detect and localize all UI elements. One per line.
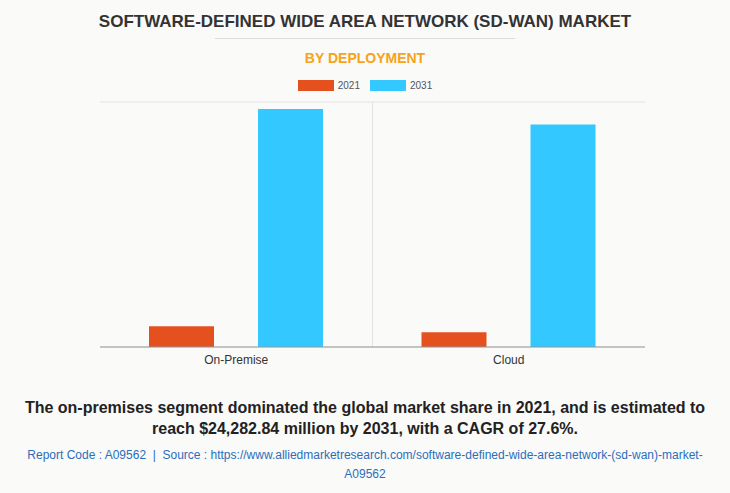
html-text:Report Code : A09562 | Source: Report Code : A09562 | Source : https://…: [27, 448, 703, 481]
svg-text:On-Premise: On-Premise: [204, 353, 268, 367]
html-text:The on-premises segment domina: The on-premises segment dominated the gl…: [24, 399, 706, 437]
html-text:SOFTWARE-DEFINED WIDE AREA NET: SOFTWARE-DEFINED WIDE AREA NETWORK (SD-W…: [98, 12, 632, 31]
html-text:2021: 2021: [337, 80, 360, 91]
html-text:BY DEPLOYMENT: BY DEPLOYMENT: [304, 50, 426, 66]
html-text:2031: 2031: [410, 80, 433, 91]
svg-text:Cloud: Cloud: [493, 353, 524, 367]
